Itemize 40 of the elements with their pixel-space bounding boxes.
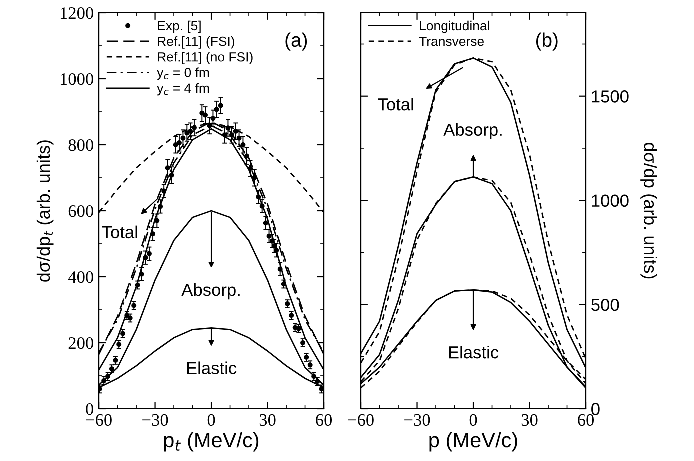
annotation: (a) [286,32,308,51]
annotation: Total [378,98,414,111]
y-tick-label: 0 [86,403,94,416]
x-tick-label: 60 [578,414,594,426]
annotation: Elastic [187,362,237,374]
x-tick-label: −30 [142,414,168,426]
x-tick-label: 30 [260,414,276,426]
x-tick-label: 60 [316,414,332,426]
y-tick-label: 200 [68,337,94,350]
x-tick-label: −60 [348,414,374,426]
legend-label: y$_{c}$ = 0 fm [157,68,210,80]
y-tick-label: 600 [68,205,94,218]
y-axis-title: dσ/dp (arb. units) [640,142,658,279]
legend-label: Ref.[11] (no FSI) [158,52,253,64]
annotation: (b) [536,32,558,51]
x-tick-label: 0 [470,414,478,426]
y-tick-label: 1500 [592,90,629,103]
y-tick-label: 1200 [60,7,94,20]
y-tick-label: 500 [592,298,620,312]
annotation: Absorp. [182,283,240,300]
legend-label: Exp. [5] [158,20,201,34]
x-tick-label: −30 [404,414,430,426]
y-tick-label: 0 [592,403,600,416]
annotation: Absorp. [444,123,502,140]
x-tick-label: 0 [208,414,216,426]
y-axis-title: dσ/dp$_{t}$ (arb. units) [36,140,54,282]
y-tick-label: 400 [68,271,94,284]
x-axis-title: p (MeV/c) [430,432,518,452]
annotation: Elastic [449,346,499,359]
legend-label: Longitudinal [420,20,490,34]
x-axis-title: p$_{t}$ (MeV/c) [164,432,259,452]
legend-label: Transverse [419,37,484,46]
x-tick-label: −60 [86,414,112,426]
y-tick-label: 1000 [592,194,629,208]
y-tick-label: 1000 [60,73,94,86]
x-tick-label: 30 [522,414,538,426]
annotation: Total [102,226,138,239]
legend-label: y$_{c}$ = 4 fm [157,83,210,96]
y-tick-label: 800 [68,139,94,152]
legend-label: Ref.[11] (FSI) [158,36,234,49]
